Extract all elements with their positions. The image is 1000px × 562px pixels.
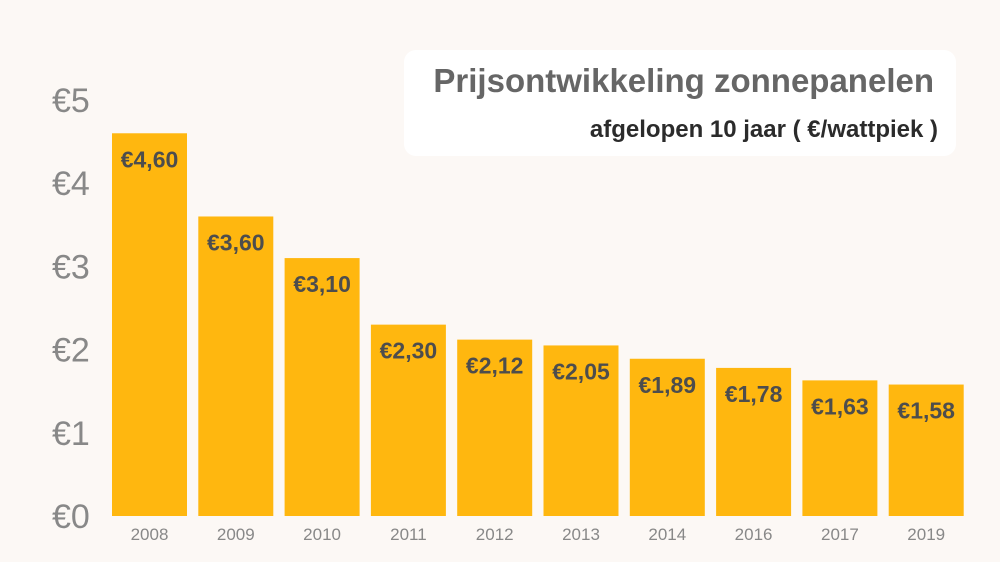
x-tick-label: 2008	[131, 525, 169, 544]
bar	[802, 380, 878, 516]
bar	[284, 258, 360, 516]
x-tick-label: 2009	[217, 525, 255, 544]
x-tick-label: 2017	[821, 525, 859, 544]
data-label: €4,60	[121, 146, 179, 172]
bar	[629, 358, 705, 516]
x-tick-label: 2010	[303, 525, 341, 544]
data-label: €3,60	[207, 229, 265, 255]
x-tick-label: 2012	[476, 525, 514, 544]
data-label: €2,12	[466, 353, 524, 379]
y-tick-label: €5	[52, 82, 90, 120]
bar	[888, 384, 964, 516]
bar	[112, 133, 187, 516]
x-tick-label: 2016	[735, 525, 773, 544]
data-label: €2,05	[552, 358, 610, 384]
x-tick-label: 2019	[907, 525, 945, 544]
data-label: €1,89	[639, 372, 697, 398]
data-label: €1,63	[811, 393, 869, 419]
y-tick-label: €4	[52, 165, 90, 203]
data-label: €1,58	[897, 398, 955, 424]
y-tick-label: €1	[52, 415, 90, 453]
x-tick-label: 2014	[648, 525, 686, 544]
chart-title: Prijsontwikkeling zonnepanelen	[433, 62, 934, 99]
y-tick-label: €2	[52, 332, 90, 370]
chart-subtitle: afgelopen 10 jaar ( €/wattpiek )	[589, 116, 938, 143]
data-label: €1,78	[725, 381, 783, 407]
y-tick-label: €3	[52, 248, 90, 286]
bar	[543, 345, 619, 516]
data-label: €2,30	[380, 338, 438, 364]
title-box: Prijsontwikkeling zonnepanelen afgelopen…	[404, 50, 956, 156]
y-tick-label: €0	[52, 498, 90, 536]
bar	[716, 367, 792, 516]
bar	[198, 216, 274, 517]
x-tick-label: 2011	[390, 525, 427, 544]
x-tick-label: 2013	[562, 525, 600, 544]
bar	[457, 339, 533, 516]
data-label: €3,10	[293, 271, 351, 297]
bar	[370, 324, 446, 516]
